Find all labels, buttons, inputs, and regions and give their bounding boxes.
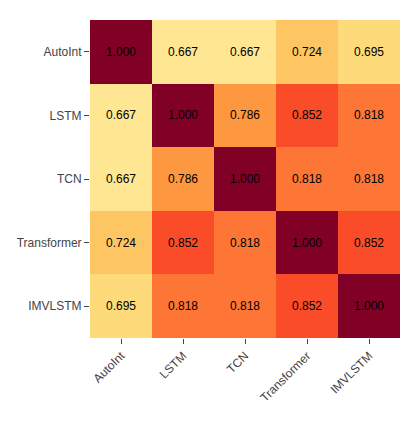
svg-text:IMVLSTM: IMVLSTM <box>28 299 81 313</box>
svg-text:0.818: 0.818 <box>168 299 198 313</box>
svg-text:0.695: 0.695 <box>354 45 384 59</box>
svg-text:1.000: 1.000 <box>292 236 322 250</box>
svg-text:AutoInt: AutoInt <box>44 45 83 59</box>
svg-text:1.000: 1.000 <box>230 172 260 186</box>
svg-text:0.852: 0.852 <box>354 236 384 250</box>
svg-text:0.667: 0.667 <box>168 45 198 59</box>
svg-text:0.818: 0.818 <box>230 299 260 313</box>
svg-text:0.667: 0.667 <box>230 45 260 59</box>
svg-text:LSTM: LSTM <box>157 349 190 382</box>
svg-text:0.852: 0.852 <box>168 236 198 250</box>
svg-text:1.000: 1.000 <box>354 299 384 313</box>
svg-text:0.667: 0.667 <box>106 172 136 186</box>
svg-text:Transformer: Transformer <box>17 236 82 250</box>
svg-text:TCN: TCN <box>57 172 82 186</box>
svg-text:LSTM: LSTM <box>50 109 82 123</box>
svg-text:1.000: 1.000 <box>168 108 198 122</box>
svg-text:0.818: 0.818 <box>354 172 384 186</box>
svg-text:0.667: 0.667 <box>106 108 136 122</box>
svg-text:0.786: 0.786 <box>230 108 260 122</box>
svg-text:Transformer: Transformer <box>258 349 314 405</box>
svg-text:0.786: 0.786 <box>168 172 198 186</box>
svg-text:0.724: 0.724 <box>106 236 136 250</box>
svg-text:0.852: 0.852 <box>292 108 322 122</box>
svg-text:0.724: 0.724 <box>292 45 322 59</box>
svg-text:0.852: 0.852 <box>292 299 322 313</box>
svg-text:TCN: TCN <box>224 349 251 376</box>
svg-text:0.818: 0.818 <box>354 108 384 122</box>
svg-text:1.000: 1.000 <box>106 45 136 59</box>
svg-text:0.818: 0.818 <box>230 236 260 250</box>
svg-text:AutoInt: AutoInt <box>91 348 128 385</box>
svg-text:IMVLSTM: IMVLSTM <box>328 349 376 397</box>
svg-text:0.818: 0.818 <box>292 172 322 186</box>
svg-text:0.695: 0.695 <box>106 299 136 313</box>
